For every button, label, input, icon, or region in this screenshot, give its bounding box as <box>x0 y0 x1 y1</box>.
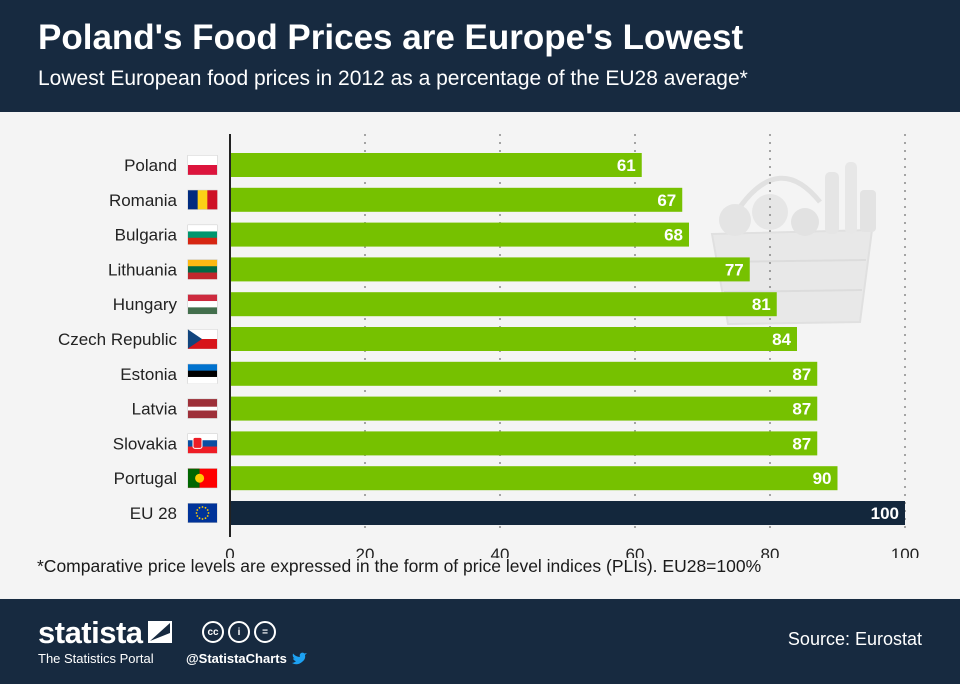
bar-value-label: 68 <box>664 226 683 245</box>
flag-lithuania-icon <box>187 259 218 280</box>
twitter-handle-text[interactable]: @StatistaCharts <box>186 651 287 666</box>
flag-portugal-icon <box>187 468 218 489</box>
x-tick-label: 80 <box>761 545 780 558</box>
category-label: Estonia <box>120 365 177 384</box>
bar <box>231 153 642 177</box>
no-derivatives-icon[interactable]: = <box>254 621 276 643</box>
bar <box>231 222 689 247</box>
bar <box>231 257 750 282</box>
category-label: Portugal <box>114 469 177 488</box>
statista-logo-icon <box>148 621 172 643</box>
license-icons[interactable]: cc i = <box>202 621 276 643</box>
category-label: Romania <box>109 191 178 210</box>
statista-logo[interactable]: statista <box>38 615 143 650</box>
x-tick-label: 60 <box>626 545 645 558</box>
chart-subtitle: Lowest European food prices in 2012 as a… <box>38 67 748 90</box>
footnote: *Comparative price levels are expressed … <box>37 556 762 576</box>
bar-value-label: 100 <box>871 504 899 523</box>
bar-value-label: 61 <box>617 156 636 175</box>
category-label: Czech Republic <box>58 330 178 349</box>
flag-bulgaria-icon <box>187 224 218 245</box>
bar-value-label: 84 <box>772 330 791 349</box>
chart-title: Poland's Food Prices are Europe's Lowest <box>38 18 744 57</box>
x-tick-label: 100 <box>891 545 919 558</box>
bar <box>231 361 818 386</box>
bar-value-label: 77 <box>725 260 744 279</box>
twitter-handle[interactable]: @StatistaCharts <box>186 651 307 666</box>
category-label: Lithuania <box>108 260 178 279</box>
footer: statista The Statistics Portal cc i = @S… <box>0 599 960 684</box>
flag-hungary-icon <box>187 294 218 315</box>
attribution-icon[interactable]: i <box>228 621 250 643</box>
x-tick-label: 20 <box>356 545 375 558</box>
flag-slovakia-icon <box>187 433 218 454</box>
category-label: Hungary <box>113 295 178 314</box>
flag-romania-icon <box>187 189 218 210</box>
bar-chart: 61 Poland 67 Romania 68 Bulgaria 77 Lithuania 81… <box>58 134 919 558</box>
bar <box>231 187 683 212</box>
category-label: Latvia <box>132 400 178 419</box>
bar <box>231 431 818 456</box>
bar <box>231 327 797 351</box>
plot-area: 61 Poland 67 Romania 68 Bulgaria 77 Lithuania 81… <box>0 112 960 598</box>
category-label: Poland <box>124 156 177 175</box>
source: Source: Eurostat <box>787 629 922 649</box>
flag-poland-icon <box>187 155 218 175</box>
bar-value-label: 87 <box>792 434 811 453</box>
bar-value-label: 67 <box>657 191 676 210</box>
flag-estonia-icon <box>187 363 218 384</box>
bar <box>231 466 838 491</box>
category-label: Bulgaria <box>115 226 178 245</box>
x-tick-label: 0 <box>225 545 234 558</box>
flag-eu-icon <box>187 503 218 523</box>
bar-value-label: 90 <box>813 469 832 488</box>
category-label: EU 28 <box>130 504 177 523</box>
x-tick-label: 40 <box>491 545 510 558</box>
bar <box>231 292 777 317</box>
bar <box>231 501 905 525</box>
twitter-bird-icon <box>291 652 307 664</box>
bar <box>231 396 818 421</box>
header: Poland's Food Prices are Europe's Lowest… <box>0 0 960 112</box>
bar-value-label: 87 <box>792 365 811 384</box>
cc-icon[interactable]: cc <box>202 621 224 643</box>
category-label: Slovakia <box>113 434 178 453</box>
bar-value-label: 87 <box>792 400 811 419</box>
flag-czech-icon <box>187 329 218 349</box>
bar-value-label: 81 <box>752 295 771 314</box>
flag-latvia-icon <box>187 398 218 419</box>
tagline: The Statistics Portal <box>38 651 154 666</box>
